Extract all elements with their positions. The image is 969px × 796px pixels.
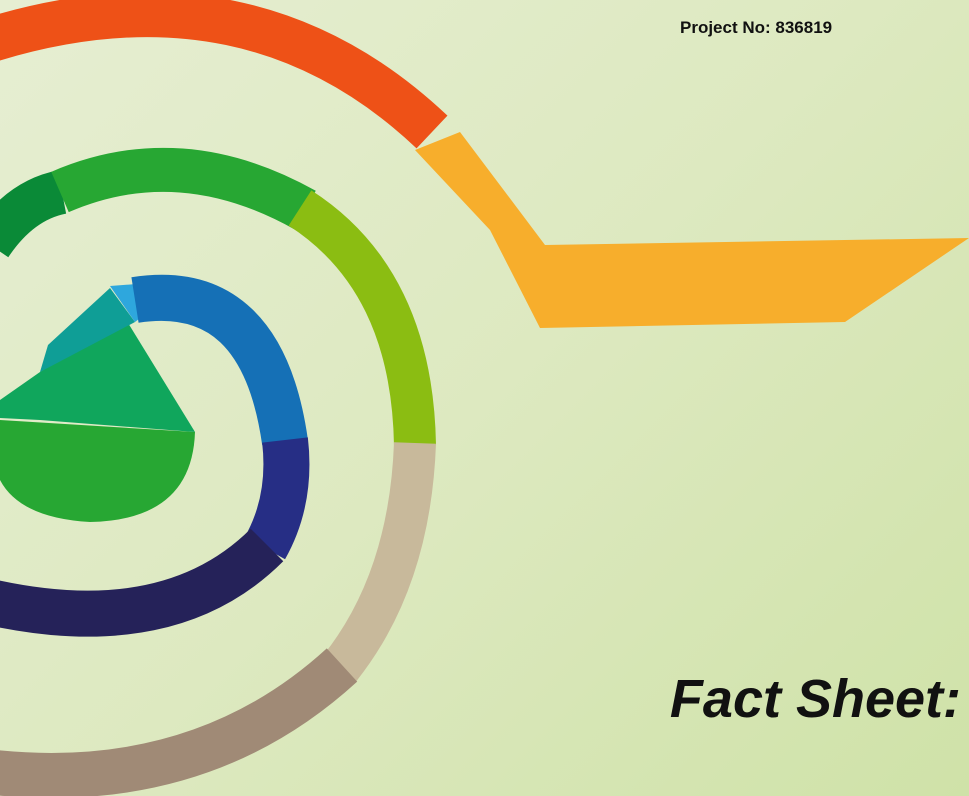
cover-page: Project No: 836819 Fact Sheet: (0, 0, 969, 796)
project-number: Project No: 836819 (680, 18, 832, 38)
document-title: Fact Sheet: (670, 668, 961, 730)
